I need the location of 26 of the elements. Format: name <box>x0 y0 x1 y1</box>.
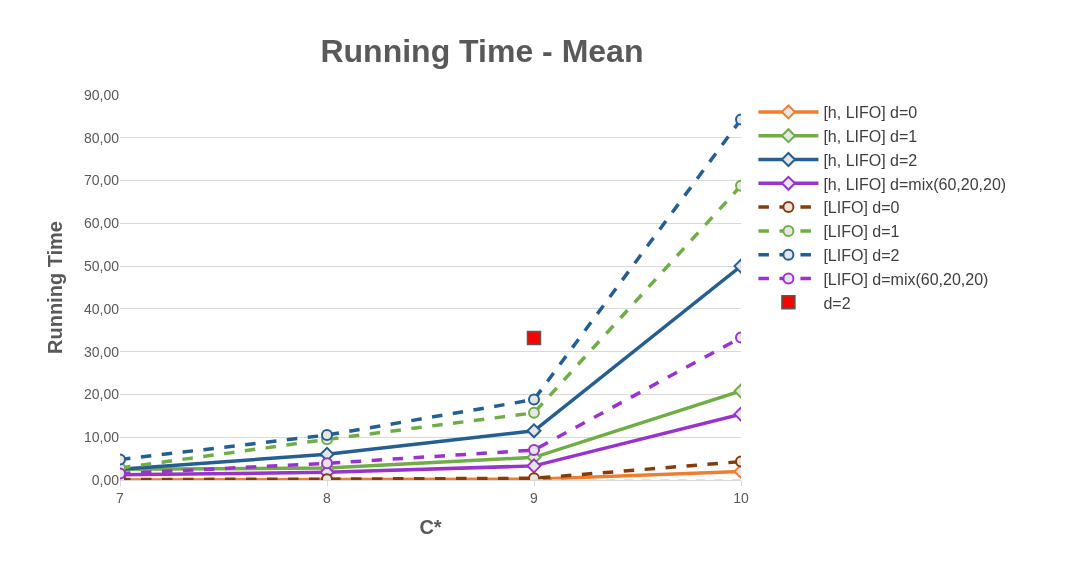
x-tick-label: 9 <box>530 489 539 506</box>
x-tick-label: 10 <box>733 489 749 506</box>
y-tick-label: 70,00 <box>83 172 120 189</box>
y-tick-label: 60,00 <box>83 215 120 232</box>
y-tick-label: 30,00 <box>83 343 120 360</box>
legend-label: [h, LIFO] d=2 <box>823 151 918 169</box>
y-axis-title: Running Time <box>44 221 67 354</box>
y-tick-label: 20,00 <box>83 386 120 403</box>
x-tick-label: 8 <box>323 489 332 506</box>
y-tick-label: 90,00 <box>83 86 120 103</box>
x-tick-label: 7 <box>116 489 125 506</box>
y-tick-label: 0,00 <box>91 471 120 488</box>
legend-label: [h, LIFO] d=0 <box>823 104 918 122</box>
legend-label: [LIFO] d=1 <box>823 223 900 241</box>
legend-label: [LIFO] d=mix(60,20,20) <box>823 270 989 288</box>
legend-label: [LIFO] d=2 <box>823 246 900 264</box>
chart-title: Running Time - Mean <box>320 32 644 69</box>
y-tick-label: 10,00 <box>83 429 120 446</box>
y-tick-label: 40,00 <box>83 300 120 317</box>
legend-label: [LIFO] d=0 <box>823 199 900 217</box>
legend-label: [h, LIFO] d=1 <box>823 127 918 145</box>
y-tick-label: 80,00 <box>83 129 120 146</box>
legend-label: d=2 <box>823 294 851 312</box>
y-tick-label: 50,00 <box>83 258 120 275</box>
x-axis-title: C* <box>419 516 442 539</box>
legend-label: [h, LIFO] d=mix(60,20,20) <box>823 175 1007 193</box>
